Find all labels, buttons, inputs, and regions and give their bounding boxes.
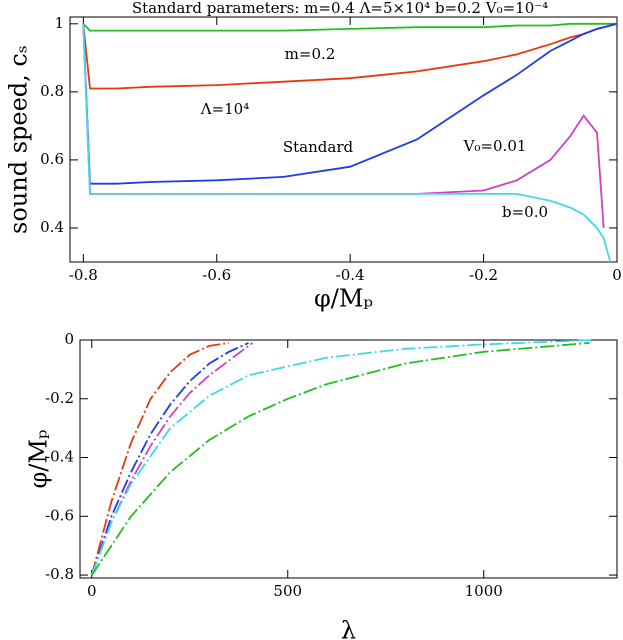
x-axis-label: λ	[341, 617, 356, 640]
series-line	[82, 23, 605, 229]
series-line	[90, 342, 249, 576]
y-tick-label: 0	[64, 330, 74, 348]
x-tick-label: -0.6	[202, 266, 231, 284]
y-tick-label: 1	[54, 14, 64, 32]
series-line	[90, 339, 594, 576]
x-tick-label: 500	[273, 582, 302, 600]
series-label: V₀=0.01	[463, 137, 527, 155]
chart-title: Standard parameters: m=0.4 Λ=5×10⁴ b=0.2…	[132, 0, 548, 17]
y-tick-label: -0.2	[45, 389, 74, 407]
series-label: Standard	[283, 138, 354, 156]
series-line	[90, 342, 230, 576]
plot-frame	[69, 16, 618, 263]
x-axis-label: φ/Mₚ	[314, 285, 373, 313]
y-tick-label: -0.4	[45, 448, 74, 466]
y-tick-label: 0.8	[40, 82, 64, 100]
series-line	[82, 22, 618, 185]
x-tick-label: 1000	[465, 582, 503, 600]
x-tick-label: -0.4	[336, 266, 365, 284]
y-tick-label: 0.6	[40, 150, 64, 168]
series-line	[90, 342, 254, 576]
x-tick-label: -0.8	[69, 266, 98, 284]
y-tick-label: 0.4	[40, 218, 64, 236]
y-axis-label: φ/Mₚ	[25, 429, 53, 488]
series-label: Λ=10⁴	[200, 100, 250, 118]
series-line	[82, 22, 617, 32]
series-line	[82, 23, 612, 263]
series-line	[91, 342, 590, 576]
x-tick-label: 0	[612, 266, 622, 284]
y-tick-label: -0.6	[45, 506, 74, 524]
y-tick-label: -0.8	[45, 565, 74, 583]
x-tick-label: 0	[87, 582, 97, 600]
plot-frame	[79, 339, 618, 579]
series-label: m=0.2	[285, 45, 336, 63]
series-label: b=0.0	[502, 203, 548, 221]
series-line	[82, 22, 618, 90]
y-axis-label: sound speed, cₛ	[5, 45, 33, 234]
x-tick-label: -0.2	[469, 266, 498, 284]
